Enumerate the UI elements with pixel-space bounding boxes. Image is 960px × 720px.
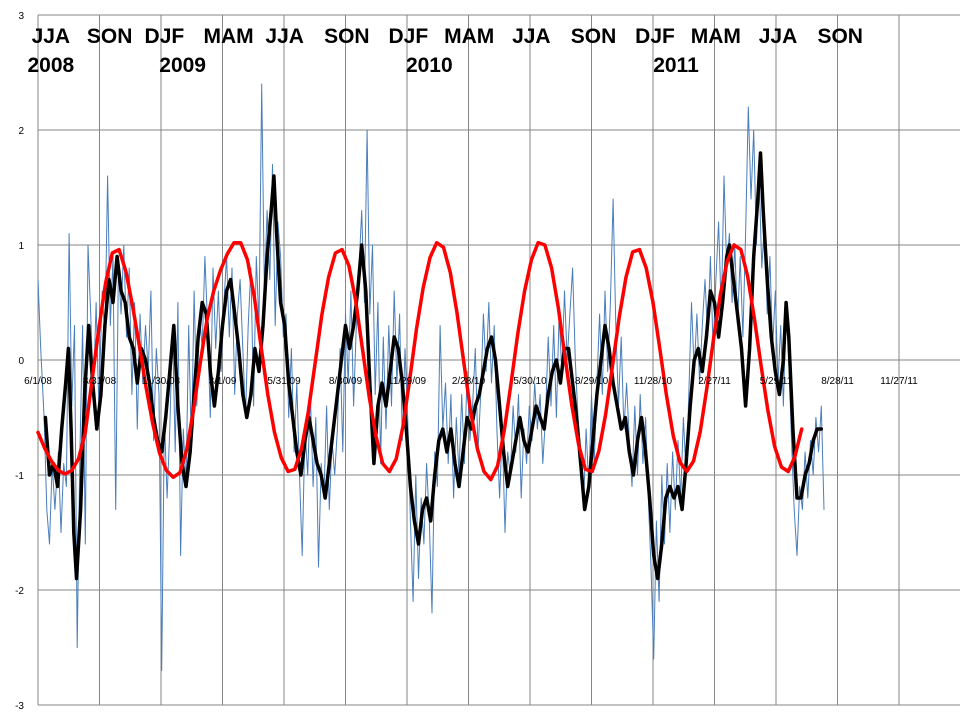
season-label: SON — [324, 25, 370, 48]
series — [36, 83, 825, 671]
x-tick-label: 8/28/11 — [821, 376, 854, 387]
x-tick-label: 5/29/11 — [760, 376, 793, 387]
x-tick-label: 11/29/09 — [388, 376, 427, 387]
x-tick-label: 8/30/09 — [329, 376, 363, 387]
x-tick-label: 3/1/09 — [209, 376, 237, 387]
year-label: 2009 — [159, 54, 206, 77]
y-tick-label: -2 — [15, 586, 24, 597]
x-tick-label: 8/31/08 — [83, 376, 117, 387]
x-tick-label: 2/27/11 — [698, 376, 731, 387]
season-label: SON — [87, 25, 133, 48]
seasonal-fit-line — [36, 240, 804, 482]
season-label: MAM — [204, 25, 254, 48]
x-tick-label: 8/29/10 — [575, 376, 609, 387]
y-tick-label: 3 — [18, 11, 24, 22]
year-label: 2008 — [27, 54, 74, 77]
x-tick-label: 11/28/10 — [634, 376, 673, 387]
season-label: JJA — [265, 25, 304, 48]
season-label: DJF — [635, 25, 675, 48]
year-label: 2010 — [406, 54, 453, 77]
year-label: 2011 — [653, 54, 699, 77]
grid — [37, 14, 960, 706]
season-label: MAM — [444, 25, 494, 48]
season-label: DJF — [389, 25, 429, 48]
smoothed-series-line — [43, 151, 824, 581]
x-tick-label: 6/1/08 — [24, 376, 52, 387]
season-label: SON — [571, 25, 617, 48]
daily-series-line — [37, 83, 825, 671]
y-tick-label: -1 — [15, 471, 24, 482]
x-tick-label: 11/30/08 — [142, 376, 181, 387]
season-label: JJA — [512, 25, 551, 48]
x-tick-label: 11/27/11 — [880, 376, 918, 387]
season-label: SON — [817, 25, 863, 48]
y-tick-label: 2 — [18, 126, 24, 137]
season-label: JJA — [759, 25, 798, 48]
y-tick-label: -3 — [15, 701, 24, 712]
season-label: MAM — [691, 25, 741, 48]
x-tick-label: 2/28/10 — [452, 376, 486, 387]
x-tick-label: 5/30/10 — [513, 376, 547, 387]
x-tick-label: 5/31/09 — [267, 376, 301, 387]
y-tick-label: 0 — [18, 356, 24, 367]
season-label: DJF — [145, 25, 185, 48]
season-label: JJA — [32, 25, 71, 48]
labels: 3 2 1 0 -1 -2 -3 6/1/08 8/31/08 11/30/08 3/1/09 5/3… — [15, 11, 918, 712]
y-tick-label: 1 — [18, 241, 24, 252]
